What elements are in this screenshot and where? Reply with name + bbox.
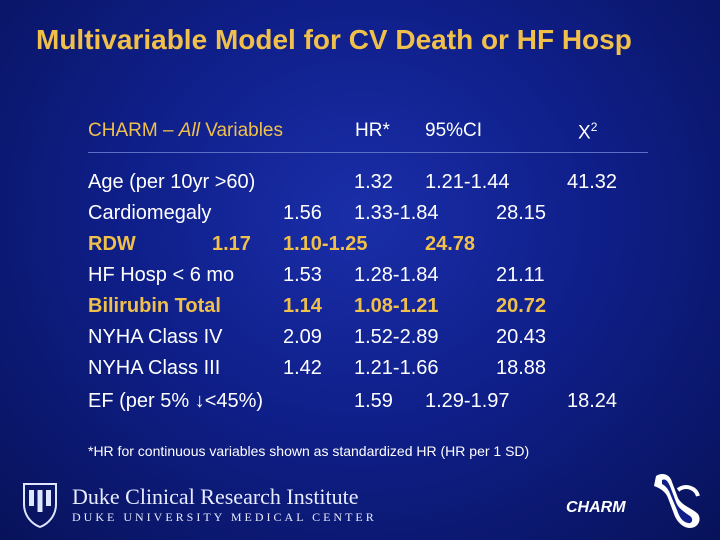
row-ef-ci: 1.29-1.97 (425, 390, 510, 412)
header-chi2-symbol: X (578, 122, 591, 144)
row-nyha-iii-variable: NYHA Class III (88, 357, 221, 379)
row-ef-hr: 1.59 (354, 390, 393, 412)
row-age-chi2: 41.32 (567, 171, 618, 193)
header-study-suffix: Variables (199, 120, 284, 141)
header-study-prefix: CHARM – (88, 120, 179, 141)
row-nyha-iii-ci: 1.21-1.66 (354, 357, 439, 379)
row-age-hr: 1.32 (354, 171, 393, 193)
row-rdw-variable: RDW (88, 233, 136, 255)
row-hf-hosp-ci: 1.28-1.84 (354, 264, 439, 286)
header-study: CHARM – All Variables (88, 120, 283, 142)
row-nyha-iv-chi2: 20.43 (496, 326, 547, 348)
row-hf-hosp-chi2: 21.11 (496, 264, 545, 286)
row-bilirubin-ci: 1.08-1.21 (354, 295, 439, 317)
row-age-variable: Age (per 10yr >60) (88, 171, 256, 193)
row-hf-hosp-hr: 1.53 (283, 264, 322, 286)
footnote: *HR for continuous variables shown as st… (88, 443, 530, 459)
row-rdw-ci: 1.10-1.25 (283, 233, 368, 255)
header-hr: HR* (355, 120, 390, 141)
header-chi2-sup: 2 (590, 120, 598, 134)
row-cardiomegaly-variable: Cardiomegaly (88, 202, 212, 224)
row-ef-variable: EF (per 5% ↓<45%) (88, 390, 264, 412)
charm-heart-logo-icon (654, 474, 700, 528)
row-nyha-iii-chi2: 18.88 (496, 357, 547, 379)
row-nyha-iv-hr: 2.09 (283, 326, 322, 348)
row-nyha-iv-variable: NYHA Class IV (88, 326, 223, 348)
row-bilirubin-variable: Bilirubin Total (88, 295, 221, 317)
row-nyha-iv-ci: 1.52-2.89 (354, 326, 439, 348)
slide-title: Multivariable Model for CV Death or HF H… (36, 24, 632, 55)
row-rdw-chi2: 24.78 (425, 233, 476, 255)
row-hf-hosp-variable: HF Hosp < 6 mo (88, 264, 235, 286)
header-chi2: X2 (578, 120, 597, 144)
duke-logo: Duke Clinical Research Institute DUKE UN… (20, 482, 374, 528)
header-divider (88, 152, 648, 153)
row-nyha-iii-hr: 1.42 (283, 357, 322, 379)
row-age-ci: 1.21-1.44 (425, 171, 510, 193)
header-ci: 95%CI (425, 120, 483, 141)
charm-logo-text: CHARM (566, 499, 626, 516)
header-study-all: All (178, 120, 200, 141)
row-bilirubin-chi2: 20.72 (496, 295, 547, 317)
row-cardiomegaly-hr: 1.56 (283, 202, 322, 224)
row-bilirubin-hr: 1.14 (283, 295, 322, 317)
row-rdw-hr: 1.17 (212, 233, 251, 255)
institute-name: Duke Clinical Research Institute (72, 484, 359, 509)
row-ef-chi2: 18.24 (567, 390, 618, 412)
duke-shield-icon (23, 483, 57, 528)
row-cardiomegaly-ci: 1.33-1.84 (354, 202, 439, 224)
institute-subtitle: DUKE UNIVERSITY MEDICAL CENTER (72, 510, 377, 524)
row-cardiomegaly-chi2: 28.15 (496, 202, 547, 224)
